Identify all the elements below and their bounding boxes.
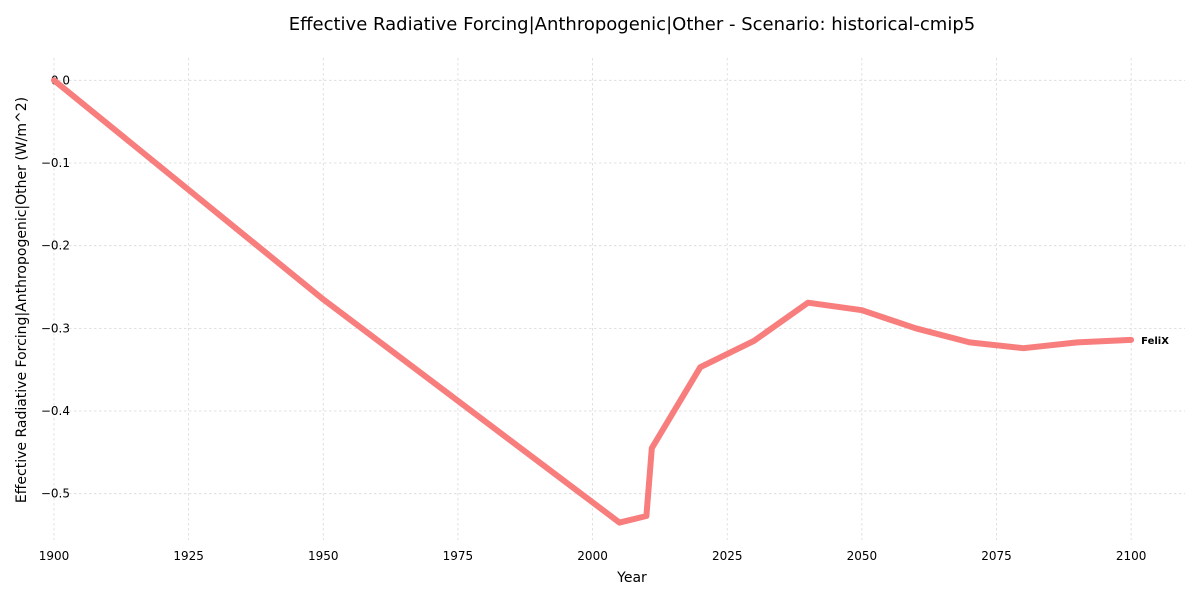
x-tick-label: 1925 — [173, 549, 204, 563]
series-label: FeliX — [1141, 336, 1169, 347]
x-tick-label: 2075 — [981, 549, 1012, 563]
y-axis-label: Effective Radiative Forcing|Anthropogeni… — [14, 97, 30, 503]
x-tick-label: 2000 — [577, 549, 608, 563]
y-axis-ticks: 0.0−0.1−0.2−0.3−0.4−0.5 — [41, 73, 70, 500]
x-tick-label: 1975 — [443, 549, 474, 563]
chart-title: Effective Radiative Forcing|Anthropogeni… — [289, 14, 975, 35]
x-tick-label: 2050 — [847, 549, 878, 563]
grid — [53, 58, 1185, 540]
x-tick-label: 2100 — [1116, 549, 1147, 563]
x-axis-ticks: 1900 1925 1950 1975 2000 2025 2050 2075 2100 — [39, 549, 1147, 563]
y-tick-label: −0.1 — [41, 156, 70, 170]
y-tick-label: −0.2 — [41, 239, 70, 253]
y-tick-label: −0.4 — [41, 404, 70, 418]
series-layer: FeliX — [51, 77, 1169, 526]
series-line-felix — [51, 77, 1135, 526]
x-tick-label: 2025 — [712, 549, 743, 563]
x-tick-label: 1900 — [39, 549, 70, 563]
x-axis-label: Year — [616, 570, 647, 586]
y-tick-label: −0.3 — [41, 321, 70, 335]
y-tick-label: −0.5 — [41, 487, 70, 501]
x-tick-label: 1950 — [308, 549, 339, 563]
